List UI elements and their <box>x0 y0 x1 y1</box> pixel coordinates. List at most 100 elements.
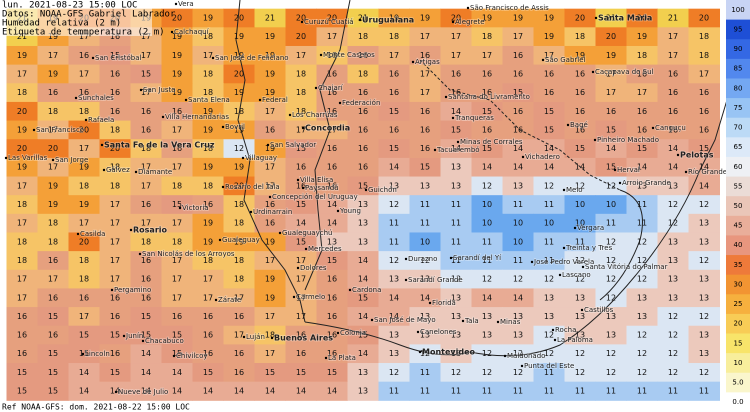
field-cell <box>471 232 503 252</box>
temperature-label: 19 <box>172 32 182 41</box>
temperature-label: 11 <box>575 387 585 396</box>
place-label: Villa Elisa <box>300 176 333 184</box>
field-cell <box>223 288 255 308</box>
field-cell <box>37 344 69 364</box>
legend-label: 50 <box>734 202 743 210</box>
field-cell <box>409 381 441 401</box>
field-cell <box>564 344 596 364</box>
temperature-label: 18 <box>203 256 213 265</box>
temperature-label: 14 <box>172 387 182 396</box>
place-label: San Jorge <box>55 156 88 164</box>
place-label: Nueve de Julio <box>118 388 168 396</box>
temperature-label: 15 <box>358 181 368 190</box>
temperature-label: 16 <box>358 144 368 153</box>
field-cell <box>347 195 379 215</box>
field-cell <box>347 27 379 47</box>
temperature-label: 17 <box>513 32 523 41</box>
temperature-label: 14 <box>172 368 182 377</box>
field-cell <box>316 344 348 364</box>
temperature-label: 20 <box>296 32 306 41</box>
field-cell <box>533 27 565 47</box>
temperature-label: 16 <box>327 69 337 78</box>
field-cell <box>68 381 100 401</box>
temperature-label: 11 <box>482 387 492 396</box>
field-cell <box>285 363 317 383</box>
field-cell <box>440 120 472 140</box>
temperature-label: 17 <box>420 88 430 97</box>
temperature-label: 16 <box>389 69 399 78</box>
temperature-label: 14 <box>420 293 430 302</box>
temperature-label: 13 <box>606 312 616 321</box>
temperature-label: 16 <box>451 88 461 97</box>
field-cell <box>99 325 131 345</box>
field-cell <box>471 363 503 383</box>
field-cell <box>68 251 100 271</box>
place-marker <box>314 86 318 90</box>
temperature-label: 14 <box>296 219 306 228</box>
legend-swatch <box>726 392 750 412</box>
place-label: Gálvez <box>106 166 130 174</box>
field-cell <box>99 64 131 84</box>
place-label: Buenos Aires <box>274 334 333 343</box>
temperature-label: 13 <box>451 312 461 321</box>
temperature-label: 16 <box>668 107 678 116</box>
temperature-label: 16 <box>296 349 306 358</box>
temperature-label: 19 <box>544 32 554 41</box>
temperature-label: 14 <box>482 163 492 172</box>
temperature-label: 12 <box>389 200 399 209</box>
field-cell <box>68 325 100 345</box>
field-cell <box>223 83 255 103</box>
field-cell <box>285 120 317 140</box>
field-cell <box>161 381 193 401</box>
place-marker <box>418 350 422 354</box>
field-cell <box>6 251 38 271</box>
field-cell <box>626 288 658 308</box>
place-marker <box>218 238 222 242</box>
field-cell <box>223 344 255 364</box>
temperature-label: 19 <box>48 32 58 41</box>
place-marker <box>100 143 104 147</box>
temperature-label: 15 <box>420 163 430 172</box>
field-cell <box>68 195 100 215</box>
temperature-label: 15 <box>296 200 306 209</box>
place-label: Maldonado <box>507 352 545 360</box>
temperature-label: 17 <box>141 88 151 97</box>
field-cell <box>440 139 472 159</box>
temperature-label: 18 <box>234 200 244 209</box>
field-cell <box>37 45 69 66</box>
temperature-label: 12 <box>668 200 678 209</box>
field-cell <box>471 157 503 178</box>
field-cell <box>378 101 410 122</box>
temperature-label: 18 <box>203 32 213 41</box>
field-cell <box>440 157 472 178</box>
temperature-label: 11 <box>637 387 647 396</box>
temperature-label: 19 <box>265 237 275 246</box>
field-cell <box>502 83 534 103</box>
temperature-label: 15 <box>482 144 492 153</box>
field-cell <box>192 27 224 47</box>
temperature-label: 12 <box>606 349 616 358</box>
place-marker <box>81 352 85 356</box>
temperature-label: 16 <box>699 107 709 116</box>
field-cell <box>595 83 627 103</box>
field-cell <box>37 101 69 122</box>
field-cell <box>688 344 720 364</box>
field-cell <box>347 8 379 28</box>
field-cell <box>6 120 38 140</box>
field-cell <box>316 363 348 383</box>
place-marker <box>591 70 595 74</box>
place-label: Villa Hernandarias <box>165 113 229 121</box>
temperature-label: 15 <box>17 387 27 396</box>
temperature-label: 19 <box>17 163 27 172</box>
place-marker <box>553 338 557 342</box>
field-cell <box>130 288 162 308</box>
temperature-label: 16 <box>141 200 151 209</box>
temperature-label: 14 <box>513 163 523 172</box>
field-cell <box>409 157 441 178</box>
field-cell <box>161 8 193 28</box>
temperature-label: 19 <box>389 14 399 23</box>
temperature-label: 13 <box>420 331 430 340</box>
field-cell <box>409 101 441 122</box>
field-cell <box>688 307 720 327</box>
field-cell <box>564 269 596 289</box>
